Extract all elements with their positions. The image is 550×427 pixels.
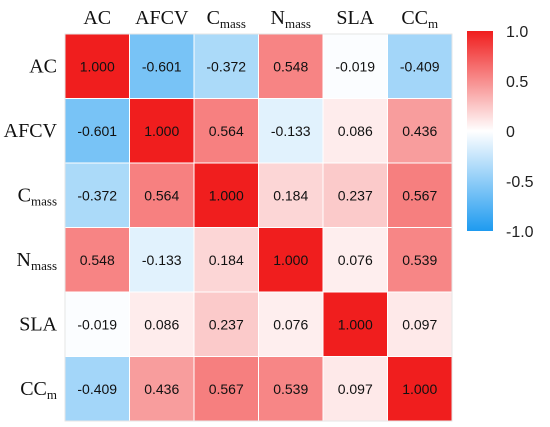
- heatmap-cell: [64, 227, 130, 293]
- heatmap-cells: 1.000 -0.601 -0.372 0.548 -0.019 -0.409 -0.601…: [64, 33, 453, 422]
- cell-value-label: -0.372: [206, 58, 246, 74]
- column-header-afcv: AFCV: [135, 7, 189, 29]
- heatmap-cell: [387, 356, 453, 422]
- column-headers: AC AFCV Cmass Nmass SLA CCm: [83, 7, 438, 31]
- cell-value-label: 0.548: [80, 252, 115, 268]
- cell-value-label: 0.539: [402, 252, 437, 268]
- heatmap-cell: [64, 356, 130, 422]
- row-header-cmass: Cmass: [18, 184, 57, 208]
- grid-frame: [64, 33, 453, 422]
- cell-value-label: 0.539: [273, 381, 308, 397]
- cell-value-label: 0.567: [402, 187, 437, 203]
- heatmap-cell: [129, 33, 195, 99]
- cell-value-label: -0.409: [400, 58, 440, 74]
- cell-value-label: 0.076: [273, 316, 308, 332]
- column-header-nmass: Nmass: [271, 7, 311, 31]
- cell-value-label: 0.086: [144, 316, 179, 332]
- row-header-nmass: Nmass: [17, 249, 57, 273]
- colorbar-tick-label: 0: [506, 124, 515, 141]
- cell-value-label: 1.000: [144, 123, 179, 139]
- cell-value-label: 0.076: [338, 252, 373, 268]
- row-header-sla: SLA: [19, 313, 57, 335]
- heatmap-cell: [322, 162, 388, 228]
- cell-value-label: 1.000: [209, 187, 244, 203]
- column-header-cmass: Cmass: [207, 7, 246, 31]
- cell-value-label: -0.601: [142, 58, 182, 74]
- cell-value-label: -0.372: [77, 187, 117, 203]
- heatmap-cell: [387, 33, 453, 99]
- cell-value-label: -0.019: [77, 316, 117, 332]
- row-header-ccm: CCm: [20, 378, 57, 402]
- heatmap-cell: [258, 227, 324, 293]
- cell-value-label: 0.567: [209, 381, 244, 397]
- heatmap-cell: [387, 162, 453, 228]
- cell-value-label: -0.019: [335, 58, 375, 74]
- heatmap-cell: [258, 98, 324, 164]
- heatmap-cell: [387, 98, 453, 164]
- cell-value-label: 0.436: [144, 381, 179, 397]
- cell-value-label: 0.564: [144, 187, 179, 203]
- cell-value-label: 0.097: [338, 381, 373, 397]
- row-header-afcv: AFCV: [4, 120, 58, 142]
- heatmap-cell: [258, 33, 324, 99]
- cell-value-label: 0.184: [273, 187, 308, 203]
- cell-value-label: 0.436: [402, 123, 437, 139]
- cell-value-label: 1.000: [80, 58, 115, 74]
- heatmap-cell: [322, 291, 388, 357]
- row-header-ac: AC: [29, 55, 57, 77]
- cell-value-label: 0.548: [273, 58, 308, 74]
- cell-value-label: 1.000: [402, 381, 437, 397]
- row-headers: AC AFCV Cmass Nmass SLA CCm: [4, 55, 58, 402]
- cell-value-label: 0.237: [338, 187, 373, 203]
- column-header-sla: SLA: [336, 7, 374, 29]
- colorbar: 1.0 0.5 0 -0.5 -1.0: [467, 24, 534, 241]
- heatmap-cell: [64, 33, 130, 99]
- heatmap-cell: [258, 291, 324, 357]
- colorbar-tick-label: 1.0: [506, 24, 528, 41]
- cell-value-label: -0.601: [77, 123, 117, 139]
- heatmap-cell: [322, 227, 388, 293]
- colorbar-tick-label: -0.5: [506, 174, 534, 191]
- cell-value-label: 0.097: [402, 316, 437, 332]
- colorbar-gradient: [467, 31, 493, 231]
- cell-value-label: 0.086: [338, 123, 373, 139]
- heatmap-cell: [64, 291, 130, 357]
- cell-value-label: -0.133: [142, 252, 182, 268]
- heatmap-cell: [258, 162, 324, 228]
- cell-value-label: 1.000: [273, 252, 308, 268]
- heatmap-cell: [193, 291, 259, 357]
- heatmap-cell: [193, 227, 259, 293]
- cell-value-label: 0.564: [209, 123, 244, 139]
- heatmap-cell: [129, 98, 195, 164]
- colorbar-tick-label: 0.5: [506, 74, 528, 91]
- heatmap-cell: [129, 227, 195, 293]
- cell-value-label: -0.133: [271, 123, 311, 139]
- cell-value-label: -0.409: [77, 381, 117, 397]
- cell-value-label: 0.237: [209, 316, 244, 332]
- cell-value-label: 1.000: [338, 316, 373, 332]
- column-header-ac: AC: [83, 7, 111, 29]
- heatmap-cell: [129, 162, 195, 228]
- column-header-ccm: CCm: [401, 7, 438, 31]
- cell-value-label: 0.184: [209, 252, 244, 268]
- colorbar-tick-label: -1.0: [506, 224, 534, 241]
